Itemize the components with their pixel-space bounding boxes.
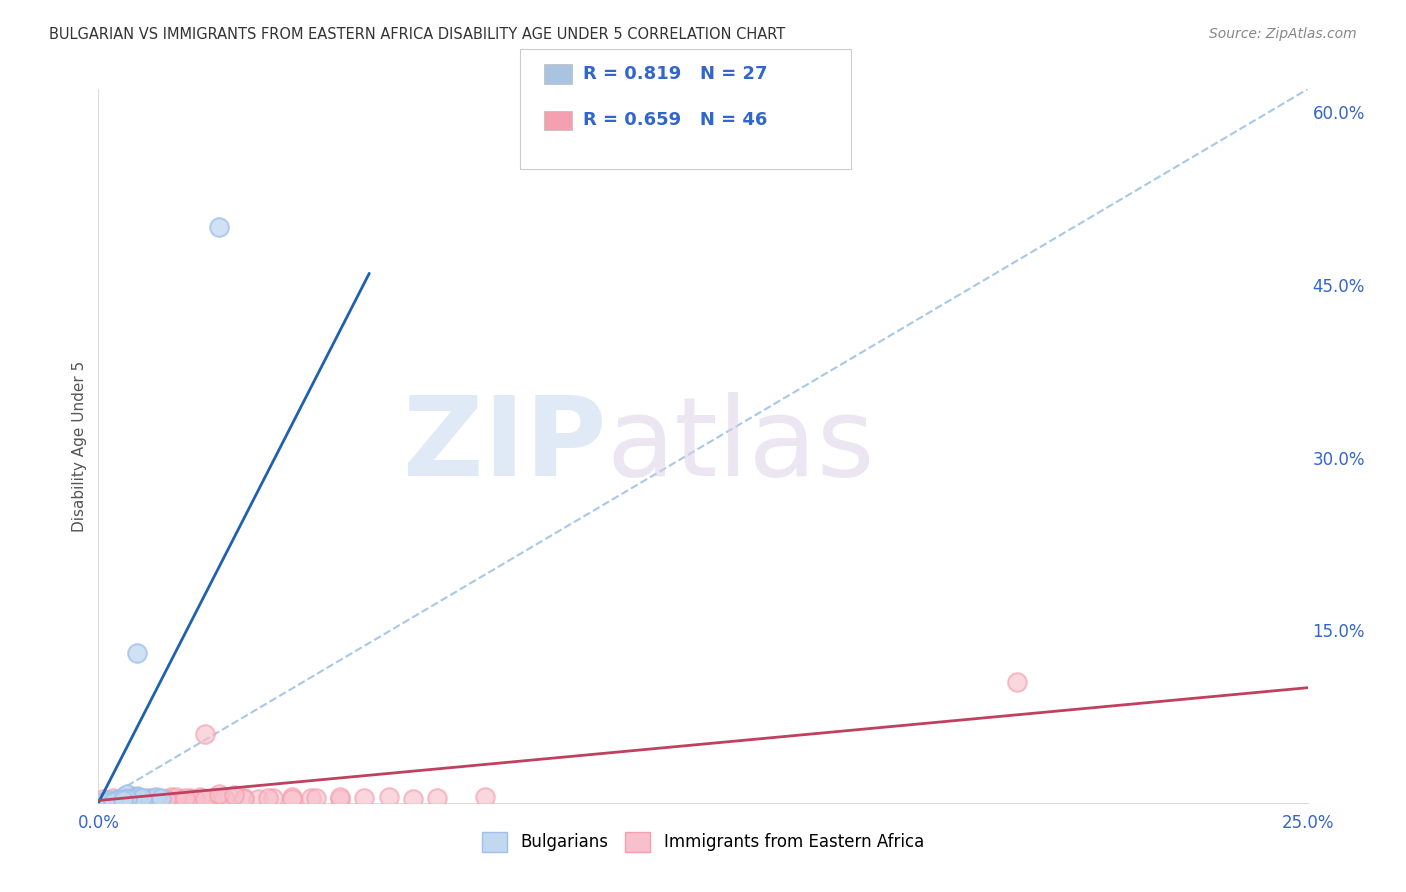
Point [121, 792, 143, 806]
Point [150, 792, 173, 806]
Point [127, 789, 149, 803]
Point [127, 646, 149, 660]
Point [107, 793, 129, 807]
Point [101, 795, 124, 809]
Point [402, 792, 425, 806]
Point [127, 790, 149, 805]
Point [169, 792, 191, 806]
Text: BULGARIAN VS IMMIGRANTS FROM EASTERN AFRICA DISABILITY AGE UNDER 5 CORRELATION C: BULGARIAN VS IMMIGRANTS FROM EASTERN AFR… [49, 27, 786, 42]
Point [281, 790, 304, 805]
Point [107, 793, 129, 807]
Point [188, 790, 211, 805]
Point [91, 795, 114, 809]
Point [117, 792, 139, 806]
Point [127, 791, 149, 805]
Point [208, 220, 231, 235]
Point [131, 791, 153, 805]
Point [329, 792, 352, 806]
Point [222, 788, 245, 802]
Point [194, 792, 217, 806]
Point [145, 791, 167, 805]
Point [179, 791, 201, 805]
Point [97, 793, 120, 807]
Point [194, 727, 217, 741]
Point [150, 791, 173, 805]
Point [131, 792, 153, 806]
Point [111, 792, 134, 806]
Point [208, 787, 231, 801]
Point [141, 791, 163, 805]
Point [299, 791, 322, 805]
Point [212, 791, 235, 805]
Point [426, 791, 449, 805]
Point [247, 792, 270, 806]
Point [281, 792, 304, 806]
Point [232, 792, 254, 806]
Text: atlas: atlas [606, 392, 875, 500]
Point [111, 793, 134, 807]
Point [117, 792, 139, 806]
Point [256, 791, 278, 805]
Point [101, 795, 124, 809]
Point [121, 792, 143, 806]
Point [329, 790, 352, 805]
Point [474, 790, 496, 805]
Point [145, 790, 167, 805]
Point [117, 787, 139, 801]
Point [117, 792, 139, 806]
Point [174, 791, 197, 805]
Point [121, 790, 143, 805]
Point [232, 791, 254, 805]
Point [131, 793, 153, 807]
Point [218, 790, 240, 805]
Point [101, 791, 124, 805]
Point [97, 793, 120, 807]
Point [101, 795, 124, 809]
Point [1007, 675, 1029, 690]
Point [131, 792, 153, 806]
Point [97, 795, 120, 809]
Text: Source: ZipAtlas.com: Source: ZipAtlas.com [1209, 27, 1357, 41]
Point [198, 792, 221, 806]
Text: R = 0.819   N = 27: R = 0.819 N = 27 [583, 65, 768, 83]
Point [353, 791, 375, 805]
Point [155, 792, 177, 806]
Point [377, 790, 399, 805]
Point [262, 791, 284, 805]
Point [135, 791, 157, 805]
Point [305, 791, 328, 805]
Point [111, 790, 134, 805]
Point [91, 792, 114, 806]
Point [107, 793, 129, 807]
Point [165, 790, 187, 805]
Point [184, 792, 207, 806]
Text: ZIP: ZIP [404, 392, 606, 500]
Text: R = 0.659   N = 46: R = 0.659 N = 46 [583, 112, 768, 129]
Point [111, 793, 134, 807]
Point [208, 791, 231, 805]
Point [141, 792, 163, 806]
Y-axis label: Disability Age Under 5: Disability Age Under 5 [72, 360, 87, 532]
Point [160, 790, 183, 805]
Legend: Bulgarians, Immigrants from Eastern Africa: Bulgarians, Immigrants from Eastern Afri… [475, 825, 931, 859]
Point [107, 792, 129, 806]
